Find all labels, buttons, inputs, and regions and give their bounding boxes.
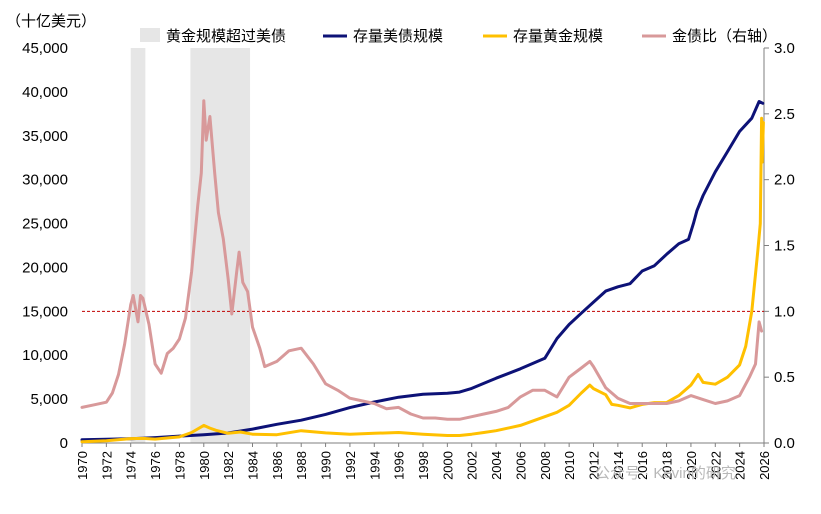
x-tick-label: 1974 bbox=[124, 451, 139, 480]
right-y-tick-label: 0.0 bbox=[774, 435, 795, 452]
axes bbox=[81, 47, 769, 447]
x-tick-label: 1998 bbox=[416, 451, 431, 480]
x-tick-label: 2010 bbox=[562, 451, 577, 480]
left-y-tick-label: 0 bbox=[60, 435, 68, 452]
x-tick-label: 2004 bbox=[489, 451, 504, 480]
x-tick-label: 2000 bbox=[440, 451, 455, 480]
shaded-period-1 bbox=[190, 48, 251, 443]
left-y-tick-label: 10,000 bbox=[22, 347, 68, 364]
x-tick-label: 1996 bbox=[392, 451, 407, 480]
left-y-tick-label: 25,000 bbox=[22, 216, 68, 233]
x-tick-label: 1992 bbox=[343, 451, 358, 480]
legend: 黄金规模超过美债 存量美债规模 存量黄金规模 金债比（右轴） bbox=[140, 28, 777, 45]
right-y-tick-label: 1.0 bbox=[774, 303, 795, 320]
x-tick-label: 1978 bbox=[172, 451, 187, 480]
x-tick-label: 1970 bbox=[75, 451, 90, 480]
series-line-0 bbox=[80, 100, 765, 442]
left-y-tick-label: 35,000 bbox=[22, 128, 68, 145]
left-y-tick-label: 30,000 bbox=[22, 172, 68, 189]
x-tick-label: 2020 bbox=[684, 451, 699, 480]
x-tick-label: 2026 bbox=[757, 451, 772, 480]
legend-label: 黄金规模超过美债 bbox=[166, 28, 286, 45]
right-y-tick-label: 2.5 bbox=[774, 106, 795, 123]
labels: 0 5,000 10,000 15,000 20,000 25,000 30,000 35,0… bbox=[6, 13, 795, 482]
right-y-tick-label: 2.0 bbox=[774, 172, 795, 189]
series-lines bbox=[80, 99, 765, 444]
x-tick-label: 2006 bbox=[513, 451, 528, 480]
left-y-tick-label: 40,000 bbox=[22, 84, 68, 101]
left-axis-unit-label: （十亿美元） bbox=[6, 13, 96, 30]
x-tick-label: 1990 bbox=[319, 451, 334, 480]
series-line-2 bbox=[80, 99, 764, 421]
x-tick-label: 2024 bbox=[733, 451, 748, 480]
legend-label: 存量黄金规模 bbox=[513, 28, 603, 45]
x-tick-label: 1986 bbox=[270, 451, 285, 480]
x-tick-label: 2002 bbox=[465, 451, 480, 480]
left-y-tick-label: 15,000 bbox=[22, 303, 68, 320]
left-y-tick-label: 5,000 bbox=[30, 391, 68, 408]
series-line-1 bbox=[80, 116, 765, 444]
x-tick-label: 1982 bbox=[221, 451, 236, 480]
x-tick-label: 2008 bbox=[538, 451, 553, 480]
x-tick-label: 1994 bbox=[367, 451, 382, 480]
legend-swatch-shaded bbox=[140, 28, 160, 42]
x-tick-label: 1984 bbox=[246, 451, 261, 480]
x-tick-label: 2016 bbox=[635, 451, 650, 480]
watermark-text: 公众号 · Kevin的研究 bbox=[595, 465, 736, 482]
legend-label: 金债比（右轴） bbox=[672, 28, 777, 45]
shaded-periods bbox=[130, 48, 251, 443]
shaded-period-0 bbox=[130, 48, 146, 443]
x-tick-label: 2014 bbox=[611, 451, 626, 480]
x-tick-label: 2018 bbox=[660, 451, 675, 480]
x-tick-label: 1976 bbox=[148, 451, 163, 480]
x-tick-label: 1988 bbox=[294, 451, 309, 480]
right-y-tick-label: 0.5 bbox=[774, 369, 795, 386]
x-tick-label: 2012 bbox=[587, 451, 602, 480]
right-y-tick-label: 1.5 bbox=[774, 238, 795, 255]
legend-label: 存量美债规模 bbox=[353, 28, 443, 45]
x-tick-label: 1972 bbox=[99, 451, 114, 480]
left-y-tick-label: 20,000 bbox=[22, 259, 68, 276]
x-tick-label: 2022 bbox=[708, 451, 723, 480]
x-tick-label: 1980 bbox=[197, 451, 212, 480]
left-y-tick-label: 45,000 bbox=[22, 40, 68, 57]
right-y-tick-label: 3.0 bbox=[774, 40, 795, 57]
